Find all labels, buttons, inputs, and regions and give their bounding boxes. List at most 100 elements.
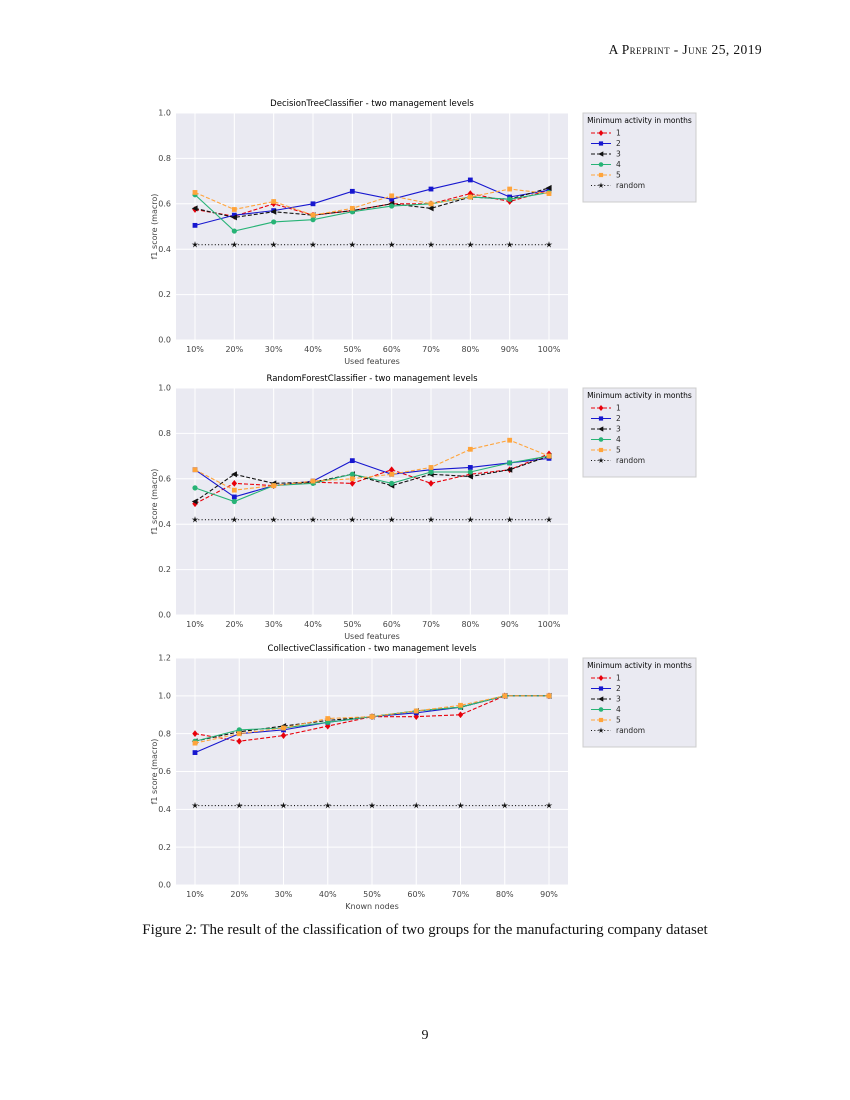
triangle-left-marker bbox=[231, 471, 237, 478]
x-tick-label: 20% bbox=[225, 345, 243, 354]
square-marker bbox=[369, 714, 375, 720]
y-tick-label: 0.0 bbox=[158, 336, 171, 345]
x-tick-label: 80% bbox=[461, 345, 479, 354]
square-marker bbox=[598, 141, 604, 146]
diamond-marker bbox=[428, 479, 434, 487]
y-axis-label: f1 score (macro) bbox=[150, 739, 159, 805]
circle-marker bbox=[192, 485, 198, 491]
x-tick-label: 30% bbox=[265, 620, 283, 629]
square-marker bbox=[325, 716, 331, 721]
x-axis-label: Used features bbox=[344, 632, 400, 641]
x-axis-label: Known nodes bbox=[345, 902, 399, 911]
star-marker bbox=[412, 802, 420, 809]
diamond-marker bbox=[598, 675, 604, 681]
square-marker bbox=[458, 702, 463, 708]
series-line-3 bbox=[194, 187, 550, 218]
square-marker bbox=[546, 191, 552, 196]
star-marker bbox=[280, 802, 287, 809]
square-marker bbox=[546, 693, 552, 699]
star-marker bbox=[598, 727, 604, 734]
chart-title: DecisionTreeClassifier - two management … bbox=[270, 99, 474, 109]
x-tick-label: 70% bbox=[422, 620, 440, 629]
x-tick-label: 80% bbox=[496, 890, 514, 899]
square-marker bbox=[467, 465, 473, 470]
x-tick-label: 60% bbox=[383, 620, 401, 629]
circle-marker bbox=[507, 460, 513, 466]
star-marker bbox=[467, 241, 474, 248]
square-marker bbox=[349, 458, 355, 464]
square-marker bbox=[281, 725, 286, 731]
square-marker bbox=[231, 212, 237, 218]
star-marker bbox=[388, 241, 395, 248]
star-marker bbox=[191, 241, 199, 248]
circle-marker bbox=[598, 707, 604, 712]
diamond-marker bbox=[598, 130, 604, 136]
square-marker bbox=[192, 740, 198, 746]
square-marker bbox=[598, 447, 604, 453]
square-marker bbox=[271, 199, 277, 204]
triangle-left-marker bbox=[191, 498, 198, 505]
y-tick-label: 1.0 bbox=[158, 109, 171, 118]
legend-entry-label: random bbox=[616, 456, 645, 465]
square-marker bbox=[428, 201, 434, 207]
x-tick-label: 90% bbox=[501, 620, 519, 629]
square-marker bbox=[349, 205, 355, 211]
legend-entry-label: 3 bbox=[616, 425, 621, 434]
star-marker bbox=[506, 241, 513, 248]
y-tick-label: 0.4 bbox=[158, 805, 171, 814]
square-marker bbox=[428, 186, 434, 192]
series-line-4 bbox=[194, 455, 550, 503]
series-line-3 bbox=[194, 455, 550, 502]
triangle-left-marker bbox=[270, 208, 277, 215]
star-marker bbox=[368, 802, 376, 809]
diamond-marker bbox=[598, 405, 604, 411]
square-marker bbox=[467, 177, 473, 183]
chart-decision-tree-classifier: 0.0 0.2 0.4 0.6 0.8 1.0 10% 20% 30% 40% 50% 60% 70% 8… bbox=[148, 95, 728, 373]
star-marker bbox=[309, 241, 317, 248]
circle-marker bbox=[325, 719, 331, 725]
square-marker bbox=[467, 194, 473, 200]
x-tick-label: 20% bbox=[230, 890, 248, 899]
square-marker bbox=[349, 188, 355, 194]
series-line-3 bbox=[194, 695, 549, 742]
square-marker bbox=[389, 471, 395, 477]
square-marker bbox=[598, 717, 604, 723]
star-marker bbox=[545, 241, 553, 248]
x-tick-label: 50% bbox=[343, 620, 361, 629]
circle-marker bbox=[231, 228, 237, 234]
y-tick-label: 0.8 bbox=[158, 729, 171, 738]
square-marker bbox=[236, 731, 242, 737]
legend-entry-label: 5 bbox=[616, 446, 621, 455]
legend-title: Minimum activity in months bbox=[587, 661, 692, 670]
legend-entry-label: 1 bbox=[616, 129, 621, 138]
square-marker bbox=[271, 483, 277, 489]
series-line-1 bbox=[194, 189, 550, 217]
diamond-marker bbox=[457, 711, 464, 719]
chart-title: RandomForestClassifier - two management … bbox=[266, 374, 478, 384]
circle-marker bbox=[389, 203, 395, 209]
chart-canvas: 0.0 0.2 0.4 0.6 0.8 1.0 10% 20% 30% 40% 50% 60% 70% 8… bbox=[150, 374, 697, 641]
star-marker bbox=[457, 802, 464, 809]
y-tick-label: 0.4 bbox=[158, 520, 171, 529]
square-marker bbox=[546, 453, 552, 459]
legend-entry-label: 4 bbox=[616, 435, 621, 444]
legend-entry-label: random bbox=[616, 726, 645, 735]
series-line-4 bbox=[194, 191, 550, 232]
square-marker bbox=[389, 193, 395, 199]
x-tick-label: 60% bbox=[407, 890, 425, 899]
legend-entry-label: 1 bbox=[616, 404, 621, 413]
circle-marker bbox=[598, 162, 604, 167]
star-marker bbox=[427, 241, 435, 248]
triangle-left-marker bbox=[545, 184, 552, 191]
legend-entry-label: 1 bbox=[616, 674, 621, 683]
star-marker bbox=[598, 182, 604, 189]
star-marker bbox=[324, 802, 332, 809]
series-line-2 bbox=[194, 179, 550, 226]
x-tick-label: 100% bbox=[538, 345, 561, 354]
triangle-left-marker bbox=[598, 696, 604, 702]
chart-collective-classification: 0.0 0.2 0.4 0.6 0.8 1.0 1.2 10% 20% 30% 40% 50% 60% 7… bbox=[148, 640, 728, 918]
square-marker bbox=[598, 416, 604, 421]
star-marker bbox=[427, 516, 435, 523]
triangle-left-marker bbox=[191, 205, 198, 212]
